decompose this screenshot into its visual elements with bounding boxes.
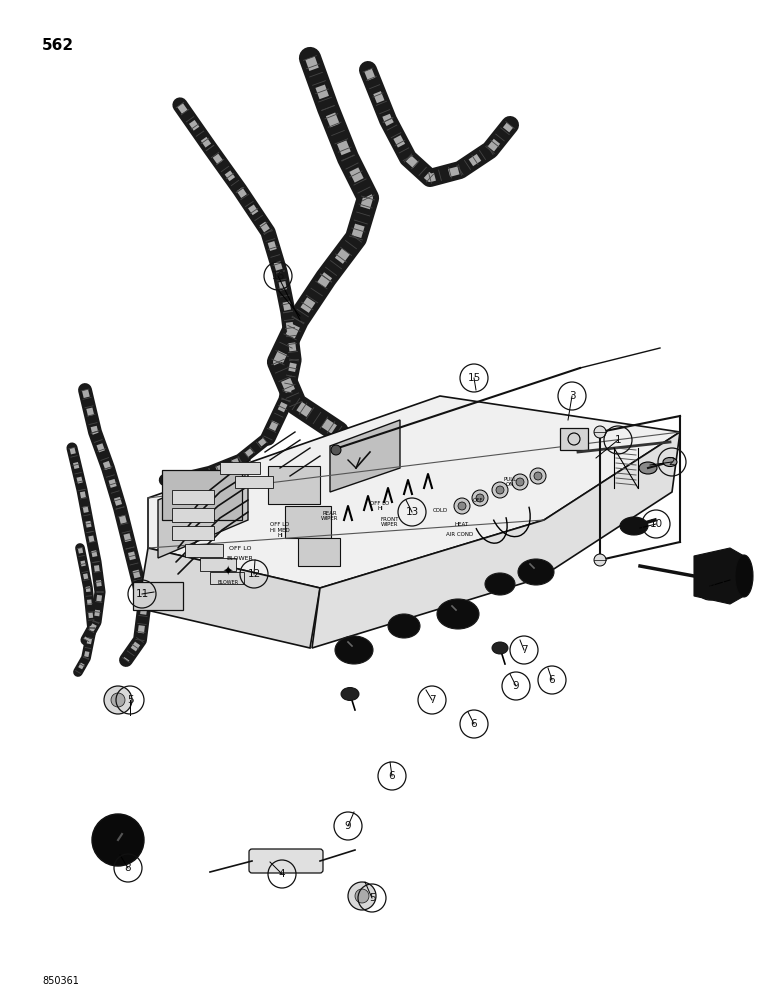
Text: 12: 12 [247, 569, 261, 579]
FancyBboxPatch shape [172, 526, 214, 540]
FancyBboxPatch shape [133, 582, 183, 610]
Text: OFF LO: OFF LO [229, 546, 251, 550]
Text: 7: 7 [520, 645, 527, 655]
Text: 9: 9 [513, 681, 520, 691]
Text: 5: 5 [127, 695, 134, 705]
FancyBboxPatch shape [220, 462, 260, 474]
Polygon shape [694, 548, 744, 604]
FancyBboxPatch shape [298, 538, 340, 566]
Text: 1: 1 [615, 435, 621, 445]
FancyBboxPatch shape [210, 572, 244, 584]
Text: BLOWER: BLOWER [218, 580, 239, 584]
FancyBboxPatch shape [185, 544, 223, 557]
Polygon shape [312, 432, 680, 648]
Polygon shape [158, 462, 248, 558]
Text: 15: 15 [467, 373, 481, 383]
Circle shape [454, 498, 470, 514]
Text: AIR COND: AIR COND [446, 532, 474, 536]
Ellipse shape [437, 599, 479, 629]
Text: 4: 4 [279, 869, 286, 879]
Text: 3: 3 [569, 391, 575, 401]
Text: 6: 6 [471, 719, 477, 729]
Circle shape [472, 490, 488, 506]
Text: 10: 10 [649, 519, 662, 529]
Text: OFF: OFF [472, 497, 483, 502]
Text: HEAT: HEAT [455, 522, 469, 526]
Text: 9: 9 [344, 821, 351, 831]
Text: FRONT
WIPER: FRONT WIPER [381, 517, 399, 527]
Ellipse shape [388, 614, 420, 638]
Text: ✦: ✦ [223, 566, 233, 578]
Circle shape [534, 472, 542, 480]
Circle shape [476, 494, 484, 502]
Text: OFF LO
HI: OFF LO HI [371, 501, 390, 511]
FancyBboxPatch shape [560, 428, 588, 450]
Text: 2: 2 [669, 457, 676, 467]
FancyBboxPatch shape [172, 508, 214, 522]
Text: 6: 6 [388, 771, 395, 781]
FancyBboxPatch shape [235, 476, 273, 488]
Text: 8: 8 [125, 863, 131, 873]
Ellipse shape [341, 688, 359, 700]
Text: BLOWER: BLOWER [227, 556, 253, 560]
Polygon shape [138, 548, 320, 648]
Circle shape [530, 468, 546, 484]
FancyBboxPatch shape [200, 558, 236, 571]
FancyBboxPatch shape [285, 506, 331, 538]
FancyBboxPatch shape [172, 490, 214, 504]
Circle shape [512, 474, 528, 490]
Circle shape [104, 686, 132, 714]
Ellipse shape [485, 573, 515, 595]
Text: 562: 562 [42, 38, 74, 53]
Text: 14: 14 [703, 581, 716, 591]
Circle shape [458, 502, 466, 510]
Ellipse shape [335, 636, 373, 664]
Text: 16: 16 [272, 271, 285, 281]
Text: 13: 13 [405, 507, 418, 517]
Polygon shape [330, 420, 400, 492]
Text: 11: 11 [135, 589, 149, 599]
Circle shape [594, 426, 606, 438]
Text: OFF LO
HI MED
HI: OFF LO HI MED HI [270, 522, 290, 538]
Circle shape [92, 814, 144, 866]
Ellipse shape [735, 555, 753, 597]
Circle shape [594, 554, 606, 566]
Circle shape [355, 889, 369, 903]
Polygon shape [148, 396, 680, 588]
Text: 7: 7 [428, 695, 435, 705]
Circle shape [516, 478, 524, 486]
Text: REAR
WIPER: REAR WIPER [321, 511, 339, 521]
Text: COLD: COLD [432, 508, 448, 512]
Circle shape [331, 445, 341, 455]
Ellipse shape [639, 462, 657, 474]
Circle shape [348, 882, 376, 910]
Ellipse shape [620, 517, 648, 535]
Circle shape [492, 482, 508, 498]
FancyBboxPatch shape [249, 849, 323, 873]
Text: 850361: 850361 [42, 976, 79, 986]
Circle shape [111, 693, 125, 707]
Ellipse shape [663, 458, 677, 466]
FancyBboxPatch shape [162, 470, 242, 520]
Text: 6: 6 [549, 675, 555, 685]
Text: PULL
ON: PULL ON [503, 477, 516, 487]
FancyBboxPatch shape [268, 466, 320, 504]
Ellipse shape [518, 559, 554, 585]
Circle shape [496, 486, 504, 494]
Text: 5: 5 [369, 893, 375, 903]
Ellipse shape [492, 642, 508, 654]
